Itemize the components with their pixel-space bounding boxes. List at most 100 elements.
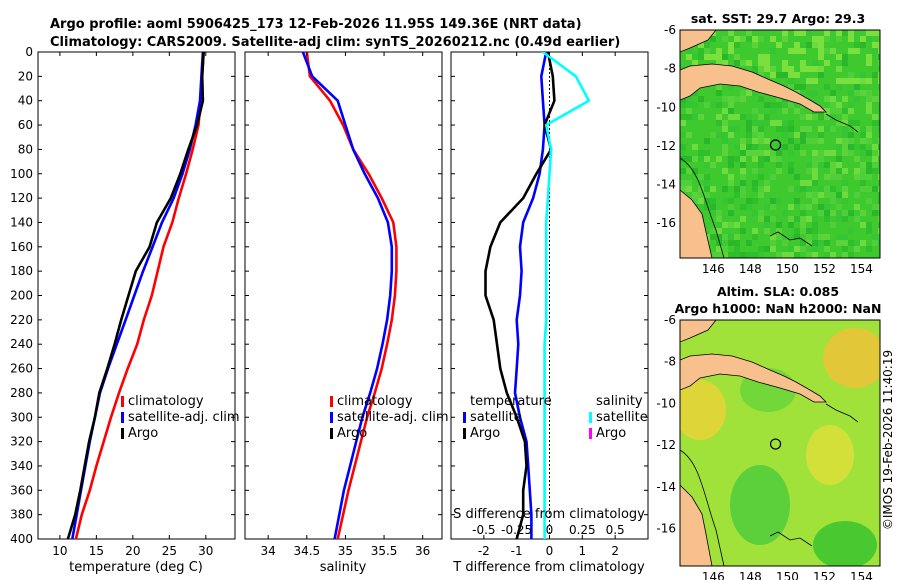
sst-cell	[776, 168, 782, 174]
sst-cell	[788, 84, 794, 90]
sst-cell	[722, 252, 728, 258]
sst-cell	[758, 114, 764, 120]
figure-title-line1: Argo profile: aoml 5906425_173 12-Feb-20…	[50, 17, 582, 32]
sst-cell	[860, 180, 866, 186]
sst-cell	[806, 90, 812, 96]
sst-cell	[794, 132, 800, 138]
sst-cell	[770, 156, 776, 162]
sst-cell	[824, 174, 830, 180]
salinity-xlabel: salinity	[320, 560, 367, 575]
sst-cell	[764, 156, 770, 162]
sst-cell	[764, 60, 770, 66]
sst-cell	[860, 144, 866, 150]
sst-cell	[722, 126, 728, 132]
sst-cell	[830, 126, 836, 132]
sst-cell	[848, 228, 854, 234]
sst-cell	[866, 150, 872, 156]
sst-cell	[734, 240, 740, 246]
sst-cell	[848, 150, 854, 156]
sst-cell	[746, 60, 752, 66]
difference-xlabel: T difference from climatology	[452, 560, 645, 575]
sst-cell	[824, 246, 830, 252]
sst-cell	[842, 78, 848, 84]
sst-cell	[866, 54, 872, 60]
y-tick-label: 200	[10, 289, 33, 303]
sst-cell	[788, 252, 794, 258]
sst-cell	[758, 246, 764, 252]
sst-cell	[734, 42, 740, 48]
sst-cell	[746, 204, 752, 210]
sst-cell	[836, 108, 842, 114]
sst-cell	[866, 30, 872, 36]
sst-cell	[854, 204, 860, 210]
sst-cell	[704, 42, 710, 48]
sst-cell	[842, 108, 848, 114]
sst-cell	[824, 36, 830, 42]
sst-cell	[794, 246, 800, 252]
legend-label-climatology: climatology	[128, 394, 204, 409]
sst-cell	[722, 54, 728, 60]
sst-cell	[860, 78, 866, 84]
sst-cell	[764, 246, 770, 252]
imos-credit: ©IMOS 19-Feb-2026 11:40:19	[881, 350, 895, 530]
sst-cell	[740, 162, 746, 168]
sst-cell	[818, 114, 824, 120]
salinity-difference-label: S difference from climatology	[453, 507, 645, 522]
sst-cell	[788, 66, 794, 72]
map-x-tick-label: 150	[776, 262, 799, 276]
sst-cell	[872, 240, 878, 246]
sst-cell	[878, 186, 880, 192]
y-tick-label: 340	[10, 459, 33, 473]
sst-cell	[842, 126, 848, 132]
sst-cell	[758, 192, 764, 198]
x-tick-label: -1	[511, 544, 523, 558]
sst-cell	[878, 30, 880, 36]
top-axis-tick-label: -0.25	[501, 523, 532, 537]
sst-cell	[824, 48, 830, 54]
map-y-tick-label: -10	[656, 100, 676, 114]
sst-cell	[854, 216, 860, 222]
sst-cell	[764, 204, 770, 210]
series-line-satellite-adj-clim	[71, 52, 205, 539]
sst-cell	[728, 30, 734, 36]
sst-cell	[860, 240, 866, 246]
legend-label-satellite: satellite-adj. clim	[337, 410, 449, 425]
sst-cell	[794, 186, 800, 192]
sst-cell	[800, 210, 806, 216]
sst-cell	[806, 180, 812, 186]
sst-cell	[836, 78, 842, 84]
sst-cell	[686, 108, 692, 114]
sst-cell	[878, 90, 880, 96]
sst-cell	[782, 126, 788, 132]
sst-cell	[788, 102, 794, 108]
sst-cell	[758, 72, 764, 78]
sst-cell	[860, 36, 866, 42]
y-tick-label: 280	[10, 386, 33, 400]
sst-cell	[746, 114, 752, 120]
sst-cell	[770, 66, 776, 72]
x-tick-label: 15	[89, 544, 104, 558]
map-y-tick-label: -6	[664, 313, 676, 327]
sst-cell	[758, 54, 764, 60]
sst-cell	[854, 192, 860, 198]
sst-cell	[878, 72, 880, 78]
sst-cell	[800, 66, 806, 72]
sst-cell	[776, 228, 782, 234]
legend-label-argo: Argo	[128, 426, 158, 441]
argo-float-marker	[769, 438, 782, 450]
sst-cell	[818, 186, 824, 192]
sst-cell	[824, 84, 830, 90]
sst-cell	[752, 186, 758, 192]
sst-cell	[764, 222, 770, 228]
land-new-guinea	[680, 353, 827, 403]
sst-cell	[788, 138, 794, 144]
sst-cell	[818, 156, 824, 162]
map-y-tick-label: -12	[656, 438, 676, 452]
sst-cell	[758, 120, 764, 126]
sst-cell	[794, 252, 800, 258]
sst-cell	[878, 150, 880, 156]
sla-map-title-line1: Altim. SLA: 0.085	[717, 284, 839, 299]
sst-cell	[734, 36, 740, 42]
sst-cell	[758, 252, 764, 258]
sst-cell	[752, 42, 758, 48]
